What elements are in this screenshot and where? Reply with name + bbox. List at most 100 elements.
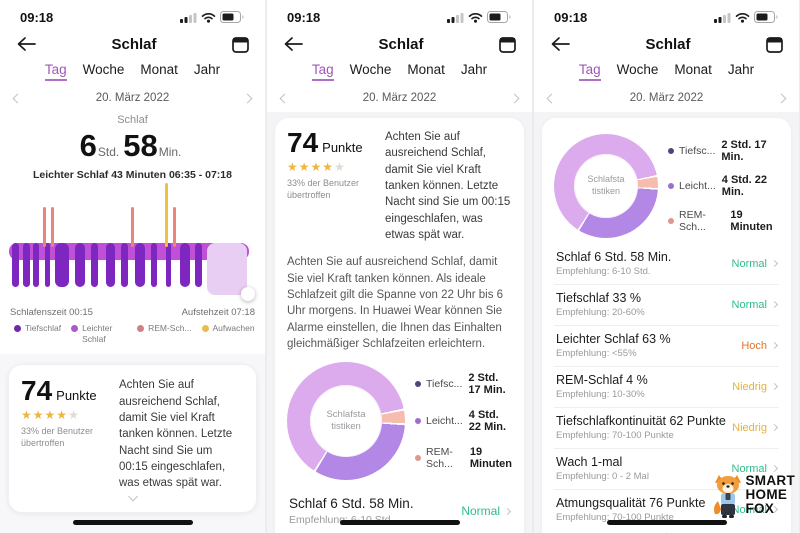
tab-jahr[interactable]: Jahr bbox=[460, 62, 488, 77]
donut-legend-label: REM-Sch... bbox=[679, 209, 706, 233]
metric-hint: Empfehlung: <55% bbox=[556, 348, 637, 359]
bedtime-label: Schlafenszeit 00:15 bbox=[10, 307, 93, 318]
metric-row[interactable]: Wach 1-mal Empfehlung: 0 - 2 Mal Normal bbox=[554, 448, 779, 489]
back-arrow-icon[interactable] bbox=[550, 36, 570, 52]
metric-row[interactable]: Schlaf 6 Std. 58 Min.Empfehlung: 6-10 St… bbox=[287, 486, 512, 533]
star-icon: ★ bbox=[310, 160, 323, 174]
metric-status: Hoch bbox=[741, 339, 779, 352]
nav-bar: Schlaf bbox=[267, 26, 532, 56]
nav-bar: Schlaf bbox=[534, 26, 799, 56]
next-day-chevron-icon[interactable] bbox=[242, 93, 253, 103]
donut-legend-item: Tiefsc... 2 Std. 17 Min. bbox=[415, 372, 512, 396]
rem-sleep-spike bbox=[172, 207, 176, 247]
donut-legend-item: Leicht... 4 Std. 22 Min. bbox=[668, 174, 779, 198]
donut-chart: Schlafsta tistiken bbox=[554, 134, 658, 238]
metric-row[interactable]: Tiefschlaf 33 % Empfehlung: 20-60% Normal bbox=[554, 284, 779, 325]
metric-title: Wach 1-mal bbox=[556, 455, 623, 469]
metric-info: Atmungsqualität 76 Punkte Empfehlung: 70-… bbox=[556, 496, 705, 523]
panel1-bottom: 74 Punkte ★★★★★ 33% der Benutzer übertro… bbox=[0, 354, 265, 533]
legend-dot-icon bbox=[415, 381, 421, 388]
chart-tooltip: Leichter Schlaf 43 Minuten 06:35 - 07:18 bbox=[33, 169, 232, 181]
deep-sleep-segment bbox=[91, 243, 99, 287]
tab-jahr[interactable]: Jahr bbox=[193, 62, 221, 77]
cellular-icon bbox=[714, 12, 731, 23]
tab-monat[interactable]: Monat bbox=[407, 62, 445, 77]
date-label: 20. März 2022 bbox=[95, 92, 170, 104]
donut-legend-value: 19 Minuten bbox=[469, 446, 513, 471]
tab-woche[interactable]: Woche bbox=[349, 62, 392, 77]
metric-row[interactable]: Tiefschlafkontinuität 62 Punkte Empfehlun… bbox=[554, 407, 779, 448]
tab-monat[interactable]: Monat bbox=[140, 62, 178, 77]
deep-sleep-segment bbox=[194, 243, 203, 287]
tab-tag[interactable]: Tag bbox=[578, 62, 601, 81]
sleep-duration: 6 Std. 58 Min. bbox=[0, 130, 265, 161]
tab-tag[interactable]: Tag bbox=[311, 62, 334, 81]
tab-jahr[interactable]: Jahr bbox=[727, 62, 755, 77]
prev-day-chevron-icon[interactable] bbox=[12, 93, 23, 103]
status-badge: Hoch bbox=[741, 339, 767, 352]
prev-day-chevron-icon[interactable] bbox=[279, 93, 290, 103]
chevron-right-icon bbox=[770, 382, 779, 391]
metric-row[interactable]: Schlaf 6 Std. 58 Min.Empfehlung: 6-10 St… bbox=[554, 244, 779, 284]
tab-tag[interactable]: Tag bbox=[44, 62, 67, 81]
metric-hint: Empfehlung: 20-60% bbox=[556, 307, 645, 318]
calendar-icon[interactable] bbox=[499, 36, 516, 53]
metric-row[interactable]: REM-Schlaf 4 % Empfehlung: 10-30% Niedrig bbox=[554, 366, 779, 407]
metric-status: Niedrig bbox=[732, 380, 779, 393]
phone-panel-1: 09:18 Schlaf Tag Woche Monat Jahr 20. Mä… bbox=[0, 0, 265, 533]
metric-title: REM-Schlaf 4 % bbox=[556, 373, 648, 387]
legend-dot-icon bbox=[137, 325, 145, 332]
next-day-chevron-icon[interactable] bbox=[776, 93, 787, 103]
status-badge: Niedrig bbox=[732, 380, 767, 393]
metric-row[interactable]: Leichter Schlaf 63 % Empfehlung: <55% Hoch bbox=[554, 325, 779, 366]
tab-monat[interactable]: Monat bbox=[674, 62, 712, 77]
score-percentile: 33% der Benutzer übertroffen bbox=[21, 426, 94, 449]
prev-day-chevron-icon[interactable] bbox=[546, 93, 557, 103]
phone-panel-2: 09:18 Schlaf Tag Woche Monat Jahr 20. Mä… bbox=[267, 0, 532, 533]
score-stars: ★★★★★ bbox=[287, 161, 375, 173]
watermark-text: SMART HOME FOX bbox=[745, 472, 795, 517]
sleep-detail-card: Schlafsta tistiken Tiefsc... 2 Std. 17 Mi… bbox=[542, 118, 791, 533]
tab-bar: Tag Woche Monat Jahr bbox=[0, 56, 265, 88]
legend-dot-icon bbox=[668, 148, 674, 154]
tab-woche[interactable]: Woche bbox=[82, 62, 125, 77]
battery-icon bbox=[487, 11, 511, 23]
chevron-right-icon bbox=[770, 341, 779, 350]
back-arrow-icon[interactable] bbox=[283, 36, 303, 52]
date-label: 20. März 2022 bbox=[362, 92, 437, 104]
sleep-hypnogram-chart[interactable] bbox=[9, 183, 256, 305]
sleep-score-card: 74 Punkte ★★★★★ 33% der Benutzer übertro… bbox=[8, 364, 257, 513]
calendar-icon[interactable] bbox=[232, 36, 249, 53]
phone-panel-3: 09:18 Schlaf Tag Woche Monat Jahr 20. Mä… bbox=[534, 0, 799, 533]
legend-item: Tiefschlaf bbox=[14, 323, 61, 334]
next-day-chevron-icon[interactable] bbox=[509, 93, 520, 103]
duration-minutes: 58 bbox=[123, 128, 158, 163]
selection-handle[interactable] bbox=[241, 287, 256, 301]
deep-sleep-segment bbox=[105, 243, 116, 287]
status-time: 09:18 bbox=[554, 9, 588, 25]
date-navigator: 20. März 2022 bbox=[534, 88, 799, 112]
home-indicator bbox=[72, 520, 193, 525]
metric-title: Tiefschlafkontinuität 62 Punkte bbox=[556, 414, 726, 428]
donut-legend-label: Leicht... bbox=[679, 180, 716, 192]
tab-woche[interactable]: Woche bbox=[616, 62, 659, 77]
deep-sleep-segment bbox=[179, 243, 190, 287]
calendar-icon[interactable] bbox=[766, 36, 783, 53]
chevron-right-icon bbox=[503, 507, 512, 515]
metric-row[interactable]: Atmungsqualität 76 Punkte Empfehlung: 70-… bbox=[554, 489, 779, 530]
expand-card-button[interactable] bbox=[127, 487, 138, 505]
back-arrow-icon[interactable] bbox=[16, 36, 36, 52]
status-icons bbox=[714, 11, 779, 23]
score-value: 74 bbox=[21, 375, 53, 407]
legend-dot-icon bbox=[415, 455, 421, 462]
metrics-list: Schlaf 6 Std. 58 Min. Empfehlung: 6-10 St… bbox=[554, 244, 779, 530]
metric-title: Schlaf 6 Std. 58 Min. bbox=[556, 250, 672, 264]
donut-legend-value: 19 Minuten bbox=[730, 209, 773, 233]
metric-status: Normal bbox=[461, 504, 512, 518]
donut-legend-item: REM-Sch... 19 Minuten bbox=[415, 446, 512, 470]
status-bar: 09:18 bbox=[0, 0, 265, 26]
metric-title: Tiefschlaf 33 % bbox=[556, 291, 641, 305]
donut-legend-label: Leicht... bbox=[426, 415, 463, 428]
status-bar: 09:18 bbox=[267, 0, 532, 26]
